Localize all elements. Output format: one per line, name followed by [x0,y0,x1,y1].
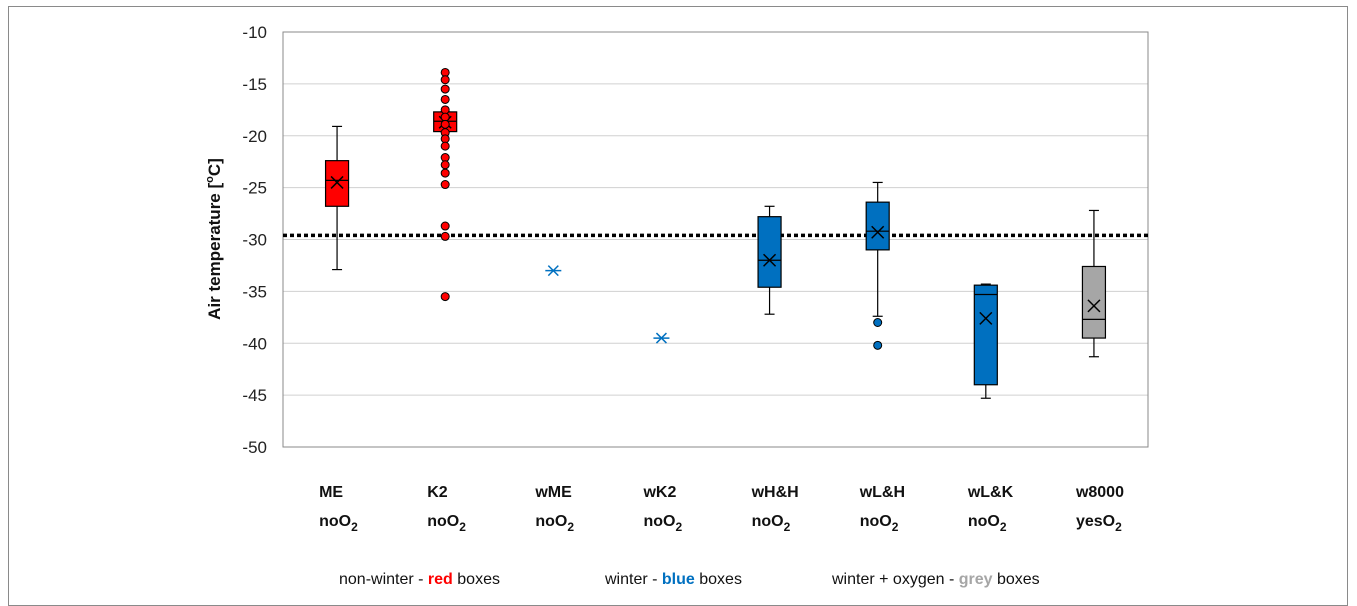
mean-marker [1087,299,1101,313]
category-sublabel: yesO2 [1076,513,1122,534]
legend-entry: winter - blue boxes [604,571,742,588]
box-group-1 [433,67,458,302]
category-sublabel: noO2 [643,513,682,534]
box-group-4 [757,205,782,315]
box-iqr [757,216,782,288]
box-iqr [973,284,998,386]
y-tick-label: -50 [242,438,267,457]
category-label: wL&K [967,484,1014,501]
y-axis-label: Air temperature [oC] [204,158,224,320]
box-group-3 [653,332,670,344]
single-point-marker [547,265,559,277]
outlier-point [440,141,450,151]
outlier-point [440,292,450,302]
legend-entry: non-winter - red boxes [339,571,500,588]
category-sublabel: noO2 [968,513,1007,534]
box-group-0 [324,125,350,271]
category-sublabel: noO2 [319,513,358,534]
outlier-point [440,168,450,178]
category-sublabel: noO2 [752,513,791,534]
box-series [324,67,1107,399]
grid-lines [283,83,1148,396]
y-tick-label: -20 [242,127,267,146]
y-tick-label: -10 [242,23,267,42]
category-sublabel: noO2 [860,513,899,534]
outlier-point [440,75,450,85]
y-axis-ticks: -10 -15 -20 -25 -30 -35 -40 -45 -50 [242,23,267,457]
outlier-point [440,221,450,231]
mean-marker [763,253,777,267]
category-label: K2 [427,484,448,501]
legend: non-winter - red boxes winter - blue boxe… [339,571,1040,588]
single-point-marker [655,332,667,344]
box-group-5 [865,181,890,350]
mean-marker [330,175,344,189]
y-tick-label: -45 [242,386,267,405]
mean-marker [871,225,885,239]
category-labels: ME noO2 K2 noO2 wME noO2 wK2 noO2 wH&H noO2 wL&H no… [319,484,1124,534]
plot-area-border [282,31,1149,448]
outlier-point [440,231,450,241]
box-group-6 [973,283,998,399]
mean-marker [979,311,993,325]
outlier-point [440,119,450,129]
y-tick-label: -35 [242,282,267,301]
box-iqr [865,201,890,251]
outlier-point [440,160,450,170]
outlier-point [440,180,450,190]
outlier-point [440,94,450,104]
category-label: wME [534,484,572,501]
y-tick-label: -40 [242,334,267,353]
category-label: wL&H [859,484,905,501]
category-label: wH&H [751,484,799,501]
y-tick-label: -25 [242,179,267,198]
box-group-7 [1081,209,1107,358]
outlier-point [873,340,883,350]
y-tick-label: -15 [242,75,267,94]
box-iqr [1081,265,1107,339]
y-tick-label: -30 [242,231,267,250]
box-group-2 [545,265,562,277]
legend-entry: winter + oxygen - grey boxes [831,571,1040,588]
category-sublabel: noO2 [427,513,466,534]
category-label: ME [319,484,343,501]
category-label: wK2 [642,484,676,501]
category-sublabel: noO2 [535,513,574,534]
category-label: w8000 [1075,484,1124,501]
outlier-point [873,318,883,327]
outlier-point [440,84,450,94]
